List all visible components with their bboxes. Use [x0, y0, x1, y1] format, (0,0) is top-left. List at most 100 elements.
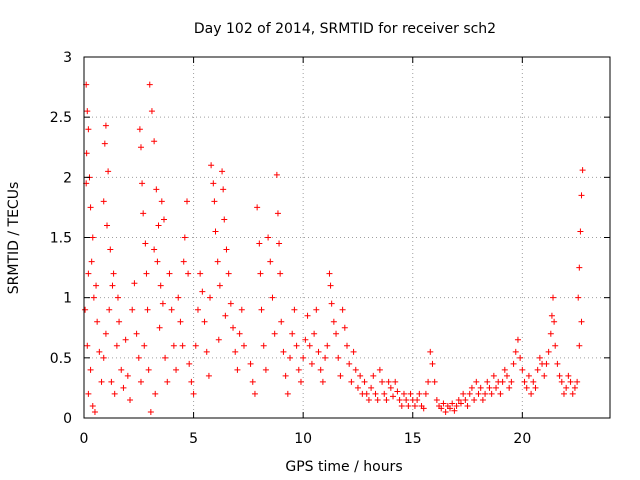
- data-point: [438, 405, 445, 412]
- data-point: [84, 342, 91, 349]
- x-tick-label: 10: [294, 431, 312, 447]
- data-point: [398, 402, 405, 409]
- data-point: [85, 126, 92, 133]
- data-point: [403, 396, 410, 403]
- data-point: [337, 372, 344, 379]
- data-point: [127, 396, 134, 403]
- data-point: [411, 402, 418, 409]
- data-point: [368, 384, 375, 391]
- data-point: [499, 378, 506, 385]
- data-point: [488, 390, 495, 397]
- data-point: [510, 360, 517, 367]
- data-point: [158, 198, 165, 205]
- data-point: [232, 348, 239, 355]
- data-point: [152, 390, 159, 397]
- data-point: [90, 294, 97, 301]
- data-point: [212, 228, 219, 235]
- data-point: [313, 306, 320, 313]
- data-point: [324, 342, 331, 349]
- data-point: [341, 324, 348, 331]
- data-point: [109, 282, 116, 289]
- data-point: [508, 378, 515, 385]
- data-point: [118, 366, 125, 373]
- data-point: [277, 270, 284, 277]
- data-point: [192, 342, 199, 349]
- data-point: [122, 336, 129, 343]
- data-point: [528, 390, 535, 397]
- data-point: [506, 384, 513, 391]
- y-tick-label: 0: [63, 411, 72, 427]
- data-point: [365, 396, 372, 403]
- data-point: [523, 384, 530, 391]
- data-point: [311, 330, 318, 337]
- data-point: [98, 378, 105, 385]
- data-point: [425, 378, 432, 385]
- data-point: [289, 330, 296, 337]
- data-point: [207, 294, 214, 301]
- data-point: [234, 366, 241, 373]
- data-point: [519, 366, 526, 373]
- data-point: [322, 354, 329, 361]
- data-point: [153, 186, 160, 193]
- data-point: [215, 336, 222, 343]
- data-point: [211, 198, 218, 205]
- data-point: [429, 360, 436, 367]
- data-point: [145, 366, 152, 373]
- data-point: [330, 318, 337, 325]
- data-point: [576, 342, 583, 349]
- data-point: [236, 330, 243, 337]
- data-point: [141, 342, 148, 349]
- data-point: [155, 222, 162, 229]
- data-point: [214, 258, 221, 265]
- data-point: [280, 348, 287, 355]
- x-tick-labels: 0 5 10 15 20: [80, 431, 532, 447]
- data-point: [302, 336, 309, 343]
- data-point: [484, 378, 491, 385]
- data-point: [394, 388, 401, 395]
- data-point: [556, 372, 563, 379]
- data-point: [111, 390, 118, 397]
- data-point: [550, 294, 557, 301]
- data-point: [223, 246, 230, 253]
- data-point: [168, 306, 175, 313]
- y-tick-label: 3: [63, 50, 72, 66]
- data-point: [180, 258, 187, 265]
- data-point: [374, 396, 381, 403]
- data-point: [416, 390, 423, 397]
- data-point: [87, 204, 94, 211]
- data-point: [339, 306, 346, 313]
- data-point: [136, 126, 143, 133]
- data-point: [89, 402, 96, 409]
- data-point: [129, 306, 136, 313]
- x-tick-label: 15: [404, 431, 422, 447]
- y-tick-labels: 0 0.5 1 1.5 2 2.5 3: [50, 50, 72, 427]
- data-point: [460, 390, 467, 397]
- data-point: [197, 270, 204, 277]
- data-point: [106, 306, 113, 313]
- data-point: [240, 342, 247, 349]
- data-point: [545, 348, 552, 355]
- data-point: [113, 342, 120, 349]
- data-point: [449, 400, 456, 407]
- data-point: [220, 186, 227, 193]
- data-point: [278, 318, 285, 325]
- data-point: [317, 366, 324, 373]
- data-point: [190, 390, 197, 397]
- data-point: [565, 372, 572, 379]
- data-point: [333, 330, 340, 337]
- data-point: [222, 312, 229, 319]
- data-point: [295, 366, 302, 373]
- data-point: [133, 330, 140, 337]
- data-point: [273, 171, 280, 178]
- y-tick-label: 2: [63, 170, 72, 186]
- data-point: [493, 384, 500, 391]
- y-tick-label: 1: [63, 291, 72, 307]
- data-point: [157, 282, 164, 289]
- data-point: [482, 390, 489, 397]
- data-point: [293, 342, 300, 349]
- data-point: [385, 378, 392, 385]
- data-point: [156, 324, 163, 331]
- data-point: [455, 396, 462, 403]
- axis-ticks: [83, 56, 610, 419]
- data-point: [205, 372, 212, 379]
